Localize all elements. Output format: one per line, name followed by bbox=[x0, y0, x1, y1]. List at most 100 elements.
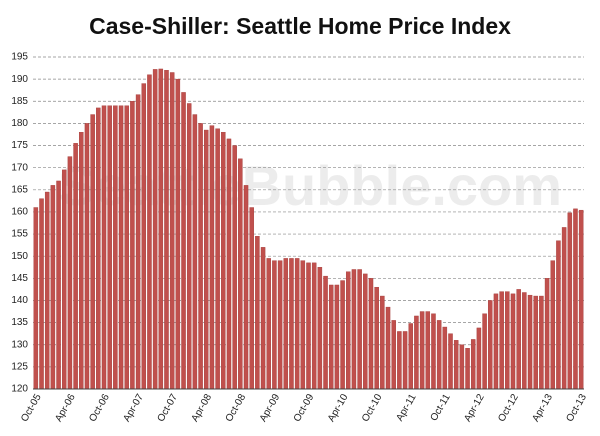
bar bbox=[73, 143, 78, 390]
bar bbox=[272, 260, 277, 390]
bar bbox=[334, 284, 340, 390]
bar bbox=[107, 105, 112, 390]
bar bbox=[488, 300, 493, 390]
x-tick-label: Apr-11 bbox=[394, 392, 418, 423]
x-tick-label: Oct-09 bbox=[292, 392, 317, 424]
bar bbox=[266, 258, 271, 390]
bar bbox=[323, 275, 328, 390]
bar bbox=[425, 311, 431, 390]
bar bbox=[346, 271, 351, 390]
bar bbox=[544, 278, 550, 390]
bar bbox=[294, 258, 300, 390]
x-tick-label: Apr-08 bbox=[190, 392, 215, 424]
x-tick-label: Oct-10 bbox=[360, 392, 385, 424]
bar bbox=[277, 260, 283, 390]
bar bbox=[408, 323, 413, 390]
bar bbox=[204, 129, 209, 390]
bar bbox=[317, 267, 323, 390]
bar bbox=[442, 326, 448, 390]
chart-title: Case-Shiller: Seattle Home Price Index bbox=[89, 13, 511, 39]
bar bbox=[61, 169, 67, 390]
y-tick-label: 125 bbox=[11, 362, 28, 373]
x-tick-label: Oct-08 bbox=[224, 392, 249, 424]
bar bbox=[397, 331, 402, 390]
bar bbox=[459, 344, 465, 390]
x-tick-label: Apr-07 bbox=[121, 392, 146, 424]
bar bbox=[351, 269, 357, 390]
bar bbox=[402, 331, 408, 390]
x-tick-label: Oct-05 bbox=[19, 392, 44, 424]
y-tick-label: 180 bbox=[11, 118, 28, 129]
bar bbox=[141, 83, 147, 390]
y-tick-label: 190 bbox=[11, 74, 28, 85]
bar bbox=[33, 207, 39, 390]
bar bbox=[380, 295, 385, 390]
bar bbox=[96, 107, 101, 390]
bar bbox=[175, 78, 181, 390]
bar bbox=[453, 340, 459, 390]
bar bbox=[476, 327, 482, 390]
bar bbox=[391, 320, 396, 390]
bar bbox=[67, 156, 73, 390]
x-tick-label: Apr-12 bbox=[462, 392, 487, 424]
bar bbox=[232, 145, 237, 390]
y-tick-label: 140 bbox=[11, 295, 28, 306]
bar bbox=[465, 348, 470, 390]
bar bbox=[50, 185, 56, 390]
bar bbox=[328, 284, 334, 390]
bar bbox=[215, 128, 220, 390]
bar bbox=[527, 294, 533, 390]
bar bbox=[158, 68, 164, 390]
bar bbox=[561, 227, 567, 390]
x-tick-label: Apr-09 bbox=[258, 392, 283, 424]
bar bbox=[505, 291, 510, 390]
y-tick-label: 155 bbox=[11, 229, 28, 240]
bar bbox=[482, 313, 487, 390]
y-tick-label: 195 bbox=[11, 52, 28, 63]
bar bbox=[289, 258, 294, 390]
bar bbox=[39, 198, 44, 390]
bar bbox=[181, 92, 186, 390]
bar bbox=[113, 105, 118, 390]
x-tick-label: Oct-06 bbox=[87, 392, 112, 424]
x-tick-label: Oct-11 bbox=[429, 392, 453, 423]
y-tick-label: 160 bbox=[11, 207, 28, 218]
y-tick-label: 130 bbox=[11, 339, 28, 350]
bar bbox=[573, 208, 578, 390]
bar bbox=[539, 295, 544, 390]
x-tick-label: Apr-10 bbox=[326, 392, 351, 424]
bar bbox=[90, 114, 95, 390]
y-tick-label: 120 bbox=[11, 384, 28, 395]
bar bbox=[431, 313, 436, 390]
bar bbox=[470, 339, 476, 390]
bar bbox=[533, 295, 538, 390]
bar bbox=[499, 291, 504, 390]
bar bbox=[164, 70, 169, 390]
bar bbox=[448, 333, 453, 390]
x-tick-label: Apr-06 bbox=[53, 392, 78, 424]
bar bbox=[192, 114, 198, 390]
bar bbox=[198, 123, 203, 390]
bar bbox=[436, 320, 442, 390]
bar bbox=[238, 158, 243, 390]
bar bbox=[130, 101, 135, 390]
x-tick-label: Oct-12 bbox=[496, 392, 521, 424]
bar bbox=[363, 273, 368, 390]
x-tick-label: Oct-13 bbox=[565, 392, 590, 424]
bar bbox=[516, 289, 521, 390]
bar bbox=[522, 292, 527, 390]
bar bbox=[385, 306, 391, 390]
bar bbox=[419, 311, 425, 390]
bar bbox=[152, 69, 158, 390]
y-tick-label: 145 bbox=[11, 273, 28, 284]
bar bbox=[209, 125, 215, 390]
bar bbox=[493, 293, 499, 390]
bar bbox=[249, 207, 254, 390]
bar bbox=[44, 191, 50, 390]
y-tick-label: 185 bbox=[11, 96, 28, 107]
bar bbox=[510, 293, 516, 390]
x-tick-label: Apr-13 bbox=[530, 392, 555, 424]
bar bbox=[226, 138, 232, 390]
y-tick-label: 165 bbox=[11, 184, 28, 195]
